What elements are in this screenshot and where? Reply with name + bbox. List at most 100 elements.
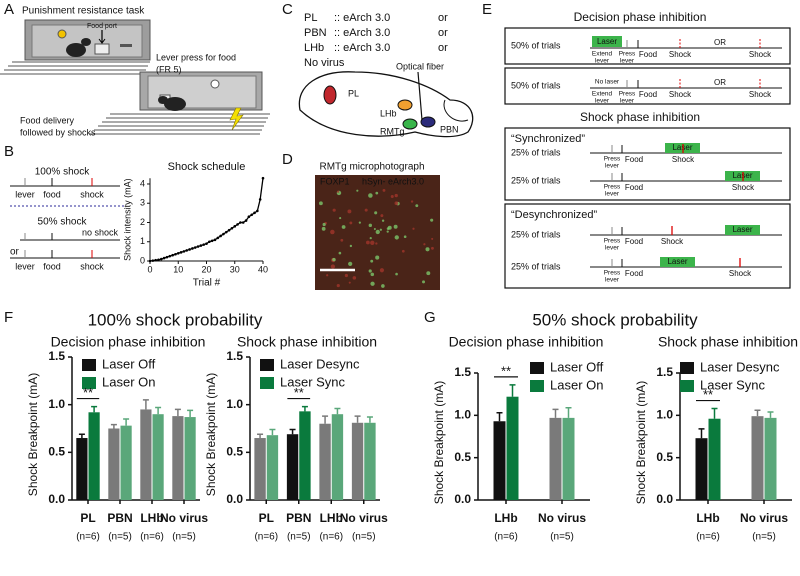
panel-title: RMTg microphotograph [319, 162, 424, 173]
axis-label: Shock Breakpoint (mA) [432, 381, 446, 504]
cell-dot [375, 242, 378, 245]
axis-label: Shock Breakpoint (mA) [634, 381, 648, 504]
group-name: “Desynchronized” [511, 209, 598, 221]
point [239, 221, 242, 224]
x-tick-label: 10 [173, 264, 183, 274]
label: or [438, 42, 448, 54]
label: Laser [732, 225, 752, 234]
panel-title: 100% shock probability [88, 310, 263, 329]
label: Shock [672, 155, 695, 164]
chart-title: Shock phase inhibition [658, 334, 798, 350]
cell-dot [375, 229, 380, 235]
legend-label: Laser On [102, 374, 155, 389]
section-title: Shock phase inhibition [580, 110, 700, 124]
significance: ** [501, 363, 511, 378]
point [261, 176, 265, 180]
label: shock [80, 189, 104, 199]
error-bar [767, 411, 774, 418]
virus-region: LHb [304, 42, 324, 54]
x-tick-label: No virus [160, 511, 208, 525]
error-bar [711, 407, 718, 419]
label: shock [80, 261, 104, 271]
point [227, 228, 231, 232]
cell-dot [425, 247, 430, 252]
panel-letter: D [282, 151, 293, 168]
y-tick-label: 0.5 [48, 445, 65, 459]
y-tick-label: 2 [140, 217, 145, 227]
label: 25% of trials [511, 229, 561, 239]
error-bar [366, 416, 373, 423]
box [504, 203, 791, 289]
cell-dot [368, 223, 373, 228]
label: Laser [597, 37, 617, 46]
point [247, 215, 251, 219]
cell-dot [370, 272, 375, 277]
label: 25% of trials [511, 175, 561, 185]
bar [152, 414, 164, 500]
y-tick-label: 0.0 [454, 492, 471, 506]
error-bar [496, 412, 503, 422]
label: Food [639, 50, 657, 59]
x-tick-label: No virus [740, 511, 788, 525]
y-tick-label: 0.5 [226, 445, 243, 459]
point [244, 219, 248, 222]
point [224, 230, 228, 234]
cell-dot [344, 273, 349, 278]
label: RMTg [380, 126, 405, 136]
y-tick-label: 1 [140, 236, 145, 246]
cell-dot [352, 276, 357, 280]
cue-light [57, 29, 67, 39]
error-bar [754, 409, 761, 417]
label: hSyn- eArch3.0 [362, 176, 424, 186]
legend-label: Laser Off [102, 356, 156, 371]
virus-construct: :: eArch 3.0 [334, 42, 390, 54]
label: lever [620, 98, 635, 105]
legend-label: Laser Desync [280, 356, 360, 371]
cell-dot [336, 283, 340, 288]
y-tick-label: 1.0 [454, 408, 471, 422]
optical-fiber [417, 71, 423, 121]
x-tick-label: PBN [286, 511, 311, 525]
cell-dot [348, 261, 353, 267]
error-bar [155, 406, 162, 415]
arrow-head [98, 38, 106, 44]
label: Press [604, 184, 621, 191]
cell-dot [430, 218, 434, 222]
point [157, 258, 160, 262]
label: Shock [661, 237, 684, 246]
error-bar [110, 423, 117, 429]
y-tick-label: 1.0 [656, 408, 673, 422]
cell-dot [394, 235, 399, 240]
virus-construct: :: eArch 3.0 [334, 12, 390, 24]
cell-dot [381, 284, 385, 288]
error-bar [354, 415, 361, 423]
cell-dot [336, 190, 340, 193]
bar [351, 422, 364, 500]
category-note: (n=6) [319, 532, 343, 543]
error-bar [509, 384, 516, 397]
cell-dot [318, 201, 323, 206]
x-tick-label: No virus [538, 511, 586, 525]
x-tick-label: LHb [696, 511, 719, 525]
error-bar [91, 405, 98, 413]
label: 25% of trials [511, 261, 561, 271]
axis-label: Shock intensity (mA) [122, 178, 132, 261]
label: Food delivery [20, 115, 75, 125]
bar [172, 416, 184, 500]
cell-dot [395, 272, 398, 276]
label: No virus [304, 57, 345, 69]
panel-letter: E [482, 1, 492, 18]
point [208, 240, 211, 244]
bar [708, 418, 721, 500]
legend-label: Laser Sync [280, 374, 346, 389]
legend-label: Laser On [550, 377, 603, 392]
bar [506, 396, 519, 500]
label: Laser [667, 257, 687, 266]
point [256, 209, 259, 213]
bar [549, 417, 562, 500]
cell-dot [373, 228, 376, 231]
point [151, 259, 155, 262]
x-tick-label: LHb [494, 511, 517, 525]
virus-region: PL [304, 12, 317, 24]
